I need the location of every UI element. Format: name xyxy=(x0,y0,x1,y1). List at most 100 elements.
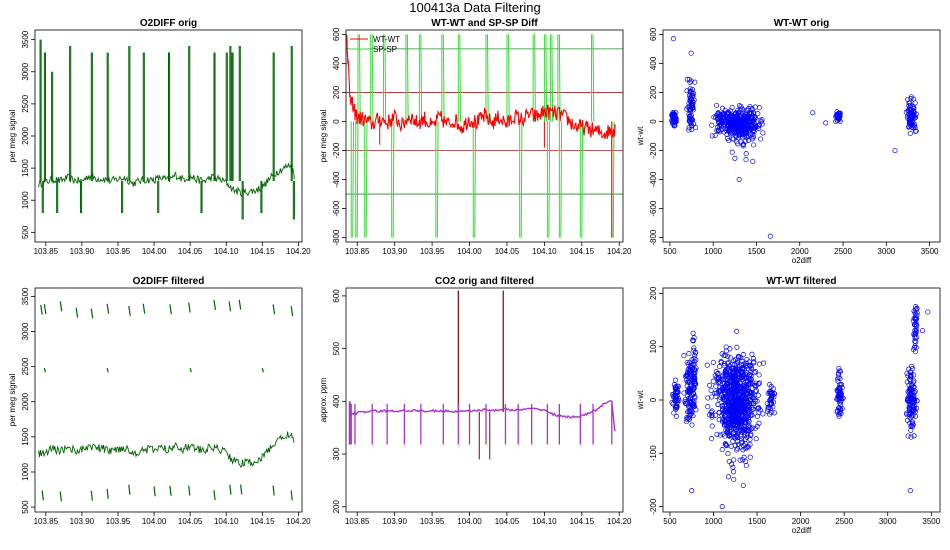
scatter-point xyxy=(743,360,749,366)
x-axis-label: o2diff xyxy=(792,526,812,535)
scatter-point xyxy=(689,362,695,368)
o2-high-segment xyxy=(238,299,242,310)
spsp-spike xyxy=(560,121,563,238)
scatter-point xyxy=(756,381,762,387)
scatter-point xyxy=(690,383,696,389)
o2-low-segment xyxy=(188,485,191,496)
o2-low-segment xyxy=(153,486,156,497)
scatter-point xyxy=(737,116,743,122)
scatter-point xyxy=(742,121,748,127)
o2-high-segment xyxy=(43,304,47,315)
scatter-point xyxy=(691,373,698,379)
panel-title: CO2 orig and filtered xyxy=(435,276,534,287)
y-tick-label: 1500 xyxy=(21,159,30,177)
plot-area xyxy=(38,39,295,220)
y-tick-label: 200 xyxy=(332,85,341,99)
o2-baseline-line xyxy=(38,431,295,468)
scatter-point xyxy=(743,157,749,163)
scatter-point xyxy=(736,366,742,372)
panel-title: O2DIFF orig xyxy=(140,18,197,29)
figure-title: 100413a Data Filtering xyxy=(409,0,541,15)
scatter-point xyxy=(749,404,755,410)
scatter-point xyxy=(691,371,697,377)
x-tick-label: 1000 xyxy=(704,247,722,256)
scatter-point xyxy=(733,404,739,410)
scatter-point xyxy=(686,127,692,133)
scatter-point xyxy=(687,79,693,85)
scatter-point xyxy=(719,407,726,413)
scatter-point xyxy=(743,151,749,157)
scatter-point xyxy=(686,351,692,357)
scatter-point xyxy=(903,109,909,115)
x-tick-label: 1000 xyxy=(705,517,723,526)
o2-baseline-line xyxy=(38,162,295,198)
scatter-point xyxy=(746,405,752,411)
scatter-point xyxy=(925,309,931,315)
scatter-point xyxy=(688,50,694,56)
scatter-point xyxy=(730,438,736,444)
scatter-point xyxy=(745,432,751,438)
y-tick-label: -800 xyxy=(332,229,341,246)
scatter-point xyxy=(709,436,715,442)
scatter-point xyxy=(741,429,747,435)
scatter-point xyxy=(709,408,715,414)
scatter-point xyxy=(752,120,758,126)
scatter-point xyxy=(760,130,766,136)
scatter-point xyxy=(735,425,742,431)
scatter-point xyxy=(725,424,731,430)
spsp-spike xyxy=(581,121,584,238)
spsp-spike xyxy=(436,121,439,238)
plot-area xyxy=(669,36,919,239)
panel-o2diff-orig: O2DIFF orig 103.85 103.90 103.95 104.00 104.0… xyxy=(8,18,311,256)
scatter-point xyxy=(838,397,844,403)
scatter-point xyxy=(673,390,679,396)
scatter-point xyxy=(913,114,919,120)
scatter-point xyxy=(713,393,719,399)
scatter-point xyxy=(691,345,697,351)
scatter-point xyxy=(736,429,742,435)
x-tick-label: 1500 xyxy=(748,517,766,526)
panel-wtwt-spsp-diff: WT-WT and SP-SP Diff 103.85 103.90 103.95 10… xyxy=(319,18,632,256)
scatter-point xyxy=(725,399,731,405)
scatter-point xyxy=(740,110,746,117)
panel-co2-orig-filtered: CO2 orig and filtered 103.85 103.90 103.95 1… xyxy=(319,276,632,526)
scatter-point xyxy=(712,390,718,397)
scatter-point xyxy=(722,441,728,447)
panel-title: WT-WT filtered xyxy=(767,276,837,287)
y-tick-label: 500 xyxy=(332,341,341,355)
scatter-point xyxy=(681,390,687,396)
scatter-point xyxy=(768,384,774,390)
panel-frame xyxy=(662,29,941,243)
scatter-point xyxy=(736,391,742,397)
y-tick-label: 400 xyxy=(332,56,341,70)
x-tick-label: 104.05 xyxy=(178,517,203,526)
scatter-point xyxy=(768,391,775,397)
spsp-spike xyxy=(558,34,561,122)
scatter-point xyxy=(743,382,749,388)
scatter-point xyxy=(681,353,687,359)
y-tick-label: 1000 xyxy=(21,463,30,481)
scatter-point xyxy=(709,122,715,128)
scatter-point xyxy=(734,446,741,452)
y-tick-label: 400 xyxy=(649,56,658,70)
o2-low-segment xyxy=(90,490,93,501)
scatter-point xyxy=(693,407,699,413)
scatter-point xyxy=(733,388,739,394)
scatter-point xyxy=(907,369,913,375)
scatter-point xyxy=(723,344,729,350)
panel-frame xyxy=(662,287,941,513)
spsp-spike xyxy=(459,34,462,122)
scatter-point xyxy=(734,139,740,145)
scatter-point xyxy=(909,413,915,419)
panel-frame xyxy=(345,29,624,243)
y-axis-label: wt-wt xyxy=(636,126,645,146)
o2-high-segment xyxy=(90,308,94,319)
spsp-spike xyxy=(507,34,510,122)
scatter-point xyxy=(687,411,693,417)
y-tick-label: 3500 xyxy=(21,287,30,305)
scatter-point xyxy=(839,406,845,412)
y-tick-label: -400 xyxy=(332,171,341,188)
scatter-point xyxy=(747,118,753,124)
x-tick-label: 103.85 xyxy=(34,247,59,256)
o2-low-segment xyxy=(41,490,44,501)
